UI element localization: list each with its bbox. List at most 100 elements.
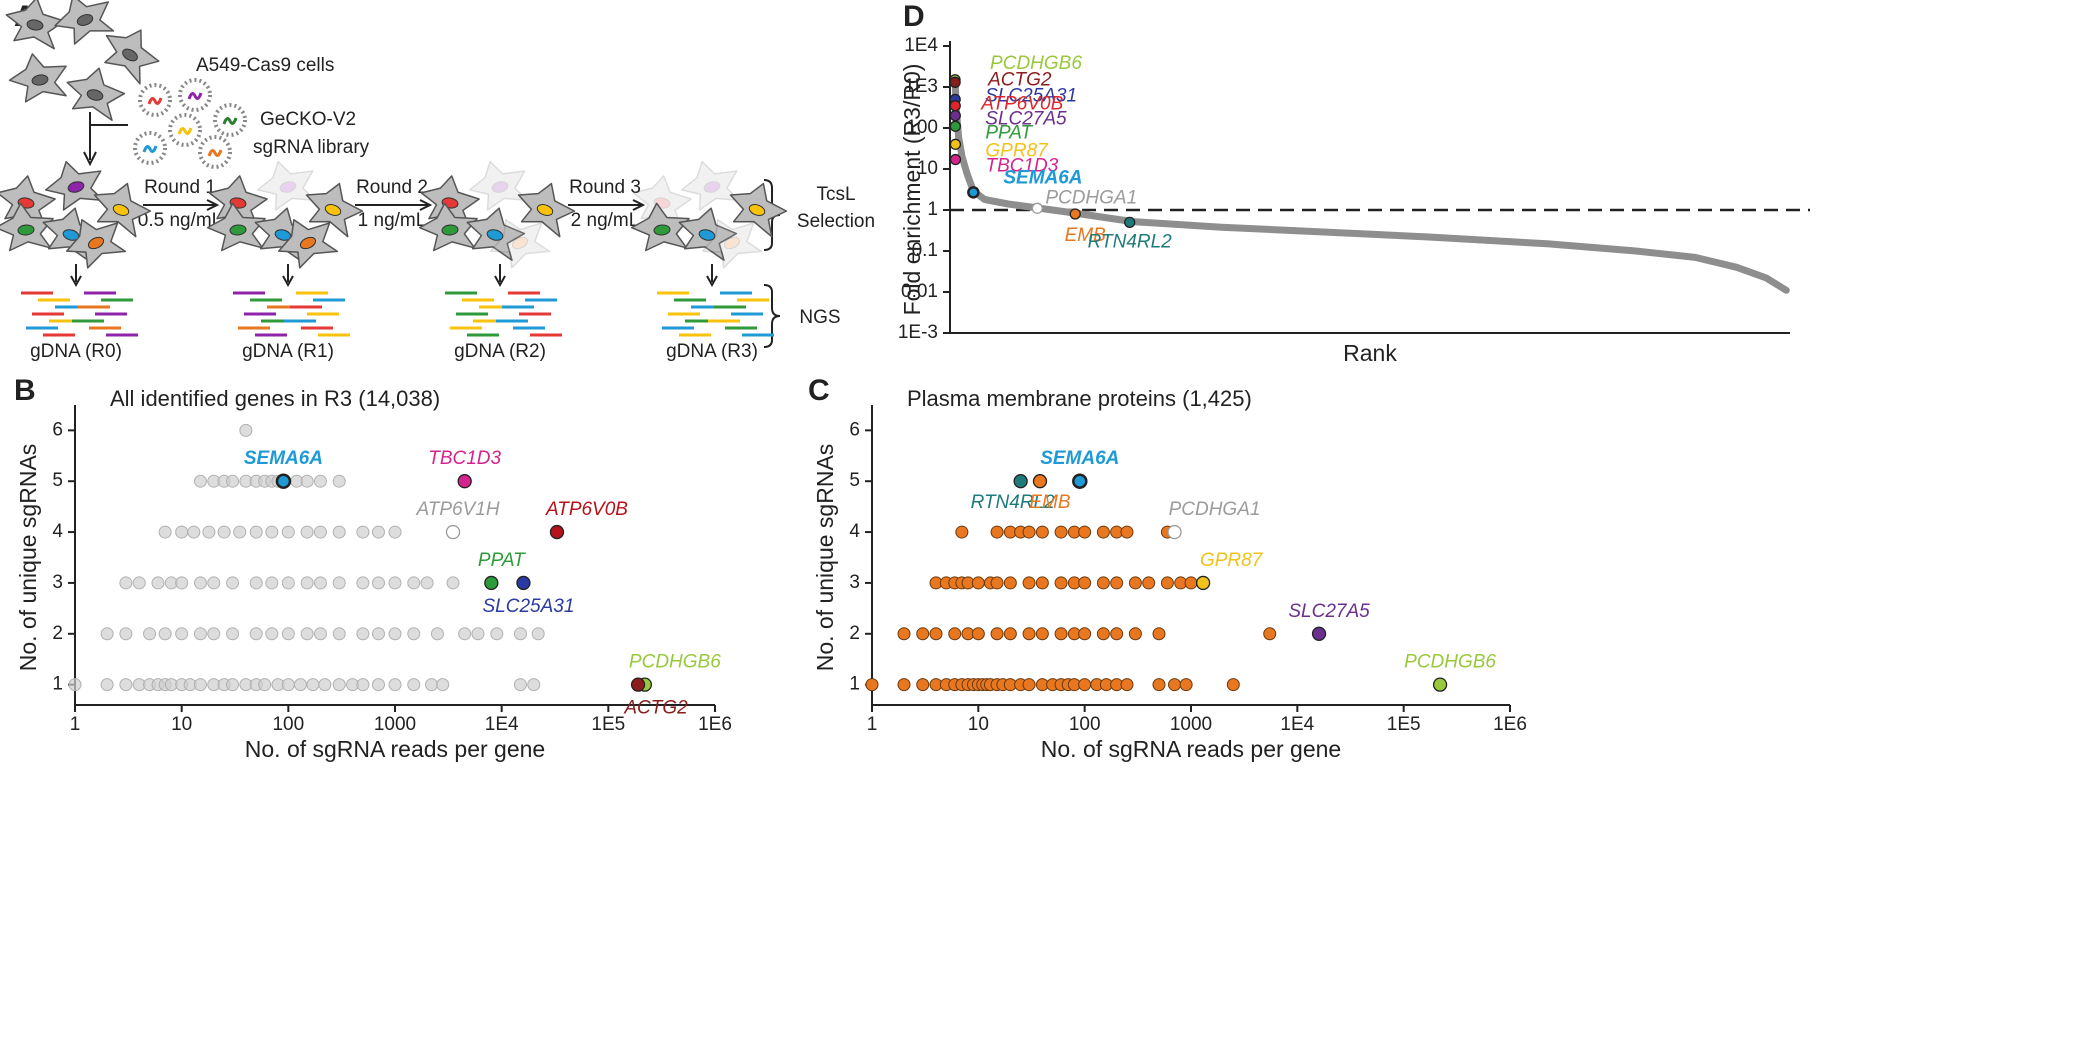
nucleus xyxy=(112,204,130,216)
data-point xyxy=(371,525,385,539)
highlight-point xyxy=(516,575,531,591)
cell xyxy=(0,202,54,252)
data-point xyxy=(300,525,314,539)
nucleus xyxy=(229,224,247,236)
data-point xyxy=(1054,627,1068,641)
cell xyxy=(630,202,690,252)
x-tick-label: 100 xyxy=(1069,714,1101,735)
y-tick-label: 1E4 xyxy=(904,35,938,56)
data-point xyxy=(955,525,969,539)
data-point xyxy=(258,678,272,692)
cell xyxy=(632,175,692,228)
cell xyxy=(680,160,741,211)
cell xyxy=(489,219,551,269)
data-point xyxy=(119,576,133,590)
data-point xyxy=(1128,627,1142,641)
bracket xyxy=(763,284,781,348)
data-point xyxy=(1160,576,1174,590)
nucleus xyxy=(511,236,529,250)
data-point xyxy=(1120,525,1134,539)
nucleus xyxy=(536,204,554,216)
data-point xyxy=(306,678,320,692)
x-tick-label: 1000 xyxy=(1170,714,1212,735)
data-point xyxy=(1152,678,1166,692)
data-point xyxy=(217,525,231,539)
gene-label: SEMA6A xyxy=(1003,167,1082,188)
highlight-point xyxy=(1124,216,1136,228)
highlight-point xyxy=(949,110,961,122)
data-point xyxy=(371,678,385,692)
gene-label: ACTG2 xyxy=(623,698,688,719)
data-point xyxy=(313,474,327,488)
cell xyxy=(208,175,268,228)
dose-label: 2 ng/mL xyxy=(571,210,640,231)
x-tick-label: 1E6 xyxy=(698,714,732,735)
data-point xyxy=(249,576,263,590)
data-point xyxy=(865,678,879,692)
highlight-point xyxy=(949,76,961,88)
cell xyxy=(305,182,364,238)
highlight-point xyxy=(1072,473,1088,489)
gene-label: TBC1D3 xyxy=(428,448,501,469)
gene-label: RTN4RL2 xyxy=(971,492,1056,513)
x-tick-label: 1 xyxy=(70,714,81,735)
data-point xyxy=(420,576,434,590)
gene-label: ACTG2 xyxy=(987,69,1052,90)
data-point xyxy=(249,627,263,641)
gene-label: ATP6V0B xyxy=(545,499,628,520)
cell xyxy=(701,219,763,269)
virus-rna xyxy=(142,145,158,153)
data-point xyxy=(281,576,295,590)
virus-rna xyxy=(147,97,163,105)
data-point xyxy=(313,525,327,539)
gene-label: PPAT xyxy=(478,550,526,571)
virus-rna xyxy=(207,149,223,157)
gene-label: ATP6V0B xyxy=(980,94,1063,115)
gdna-label: gDNA (R0) xyxy=(30,341,122,362)
data-point xyxy=(527,678,541,692)
highlight-point xyxy=(1032,474,1048,489)
data-point xyxy=(226,678,240,692)
nucleus xyxy=(31,74,49,86)
nucleus xyxy=(324,204,342,216)
highlight-point xyxy=(445,524,461,540)
nucleus xyxy=(87,236,105,250)
highlight-point xyxy=(457,474,472,489)
data-point xyxy=(430,627,444,641)
chart-title: All identified genes in R3 (14,038) xyxy=(110,386,440,411)
data-point xyxy=(1054,525,1068,539)
data-point xyxy=(100,627,114,641)
dose-label: 1 ng/mL xyxy=(358,210,427,231)
gdna-label: gDNA (R2) xyxy=(454,341,546,362)
data-point xyxy=(371,576,385,590)
y-axis-title: No. of unique sgRNAs xyxy=(15,444,41,672)
data-point xyxy=(446,576,460,590)
x-tick-label: 10 xyxy=(968,714,989,735)
highlight-point xyxy=(1167,524,1182,540)
y-tick-label: 6 xyxy=(849,419,860,440)
data-point xyxy=(265,576,279,590)
nucleus xyxy=(703,181,721,193)
nucleus xyxy=(441,224,459,236)
x-axis-title: No. of sgRNA reads per gene xyxy=(1041,736,1341,762)
cell xyxy=(420,175,480,228)
nucleus xyxy=(748,204,766,216)
highlight-point xyxy=(949,138,962,150)
data-point xyxy=(1022,525,1036,539)
cell xyxy=(206,202,266,252)
data-point xyxy=(239,423,253,437)
data-point xyxy=(356,627,370,641)
data-point xyxy=(531,627,545,641)
data-point xyxy=(1054,576,1068,590)
data-point xyxy=(265,627,279,641)
highlight-point xyxy=(1432,677,1448,692)
data-point xyxy=(971,576,985,590)
x-tick-label: 1 xyxy=(867,714,878,735)
y-tick-label: 0.01 xyxy=(901,281,938,302)
nucleus xyxy=(67,181,85,193)
cell-body xyxy=(680,160,741,211)
x-axis-title: Rank xyxy=(1343,340,1397,366)
y-tick-label: 2 xyxy=(849,623,860,644)
data-point xyxy=(332,474,346,488)
x-tick-label: 1000 xyxy=(374,714,416,735)
